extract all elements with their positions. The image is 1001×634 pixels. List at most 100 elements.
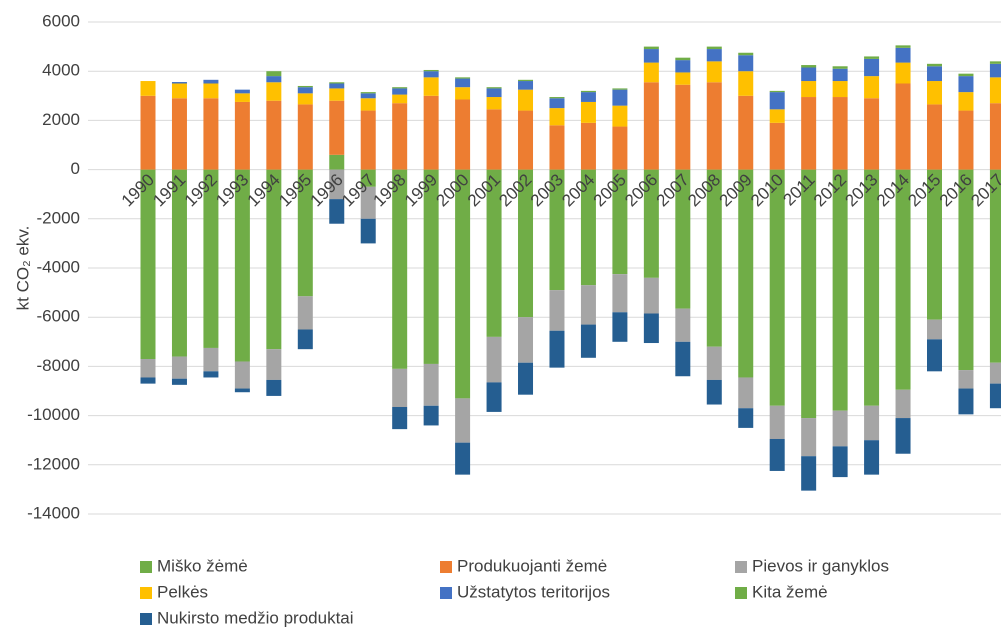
bar-segment <box>329 100 345 155</box>
bar-segment <box>518 110 534 170</box>
bar-segment <box>297 87 313 94</box>
bar-segment <box>297 296 313 330</box>
bar-segment <box>549 125 565 170</box>
bar-segment <box>392 94 408 104</box>
bar-segment <box>140 95 156 170</box>
bar-segment <box>423 69 439 72</box>
bar-segment <box>329 154 345 170</box>
bar-segment <box>643 82 659 170</box>
bar-segment <box>738 71 754 96</box>
bar-segment <box>360 169 376 187</box>
bar-segment <box>864 169 880 406</box>
legend-label: Pievos ir ganyklos <box>752 556 889 575</box>
bar-segment <box>958 169 974 371</box>
bar-segment <box>612 169 628 275</box>
bar-segment <box>864 58 880 77</box>
bar-segment <box>738 377 754 409</box>
bar-segment <box>706 379 722 405</box>
bar-segment <box>927 319 942 340</box>
bar-segment <box>927 169 942 320</box>
bar-segment <box>266 379 282 396</box>
bar-segment <box>549 330 565 368</box>
bar-segment <box>706 346 722 380</box>
bar-segment <box>203 169 219 348</box>
bar-segment <box>801 418 817 457</box>
bar-segment <box>486 87 502 89</box>
y-tick-label: -14000 <box>27 503 80 522</box>
bar-segment <box>392 88 408 95</box>
bar-segment <box>203 347 219 372</box>
bar-segment <box>171 98 187 170</box>
bar-segment <box>643 277 659 314</box>
bar-segment <box>864 98 880 170</box>
bar-segment <box>801 97 817 170</box>
bar-segment <box>486 97 502 110</box>
bar-segment <box>580 285 596 325</box>
y-tick-label: 0 <box>71 159 80 178</box>
bar-segment <box>549 290 565 331</box>
bar-segment <box>423 405 439 426</box>
legend-label: Užstatytos teritorijos <box>457 582 610 601</box>
bar-segment <box>801 67 817 82</box>
bar-segment <box>360 98 376 111</box>
bar-segment <box>329 199 345 224</box>
bar-segment <box>423 95 439 170</box>
bar-segment <box>832 66 848 69</box>
bar-segment <box>297 329 313 350</box>
bar-segment <box>958 73 974 77</box>
bar-segment <box>329 83 345 89</box>
bar-segment <box>203 83 219 99</box>
bar-segment <box>643 46 659 50</box>
bar-segment <box>864 405 880 441</box>
bar-segment <box>706 169 722 347</box>
legend-swatch <box>440 561 452 573</box>
bar-segment <box>643 313 659 344</box>
bar-segment <box>832 446 848 478</box>
bar-segment <box>203 98 219 170</box>
bar-segment <box>801 456 817 491</box>
bar-segment <box>518 89 534 111</box>
bar-segment <box>643 62 659 83</box>
bar-segment <box>706 46 722 50</box>
bar-segment <box>266 169 282 350</box>
bar-segment <box>958 110 974 170</box>
bar-segment <box>675 308 691 342</box>
bar-segment <box>360 110 376 170</box>
legend-label: Produkuojanti žemė <box>457 556 607 575</box>
bar-segment <box>423 169 439 364</box>
bar-segment <box>297 85 313 88</box>
bar-segment <box>958 92 974 111</box>
bar-segment <box>989 383 1001 409</box>
bar-segment <box>360 92 376 94</box>
bar-segment <box>958 388 974 415</box>
bar-segment <box>895 418 911 454</box>
bar-segment <box>266 76 282 83</box>
bar-segment <box>203 371 219 378</box>
bar-segment <box>486 169 502 337</box>
bar-segment <box>706 49 722 62</box>
bar-segment <box>801 65 817 68</box>
y-tick-label: -6000 <box>37 307 80 326</box>
y-axis-label: kt CO₂ ekv. <box>13 226 32 311</box>
bar-segment <box>423 77 439 96</box>
bar-segment <box>769 109 785 123</box>
bar-segment <box>738 52 754 56</box>
y-tick-label: -2000 <box>37 208 80 227</box>
bar-segment <box>989 61 1001 64</box>
bar-segment <box>171 169 187 357</box>
legend-swatch <box>140 561 152 573</box>
bar-segment <box>266 82 282 101</box>
bar-segment <box>486 382 502 412</box>
bar-segment <box>486 88 502 98</box>
bar-segment <box>580 92 596 102</box>
bar-segment <box>738 55 754 72</box>
bar-segment <box>832 410 848 447</box>
bar-segment <box>580 90 596 93</box>
bar-segment <box>801 81 817 98</box>
bar-segment <box>518 81 534 90</box>
legend-label: Kita žemė <box>752 582 828 601</box>
bar-segment <box>927 63 942 67</box>
bar-segment <box>927 339 942 372</box>
bar-segment <box>927 66 942 82</box>
